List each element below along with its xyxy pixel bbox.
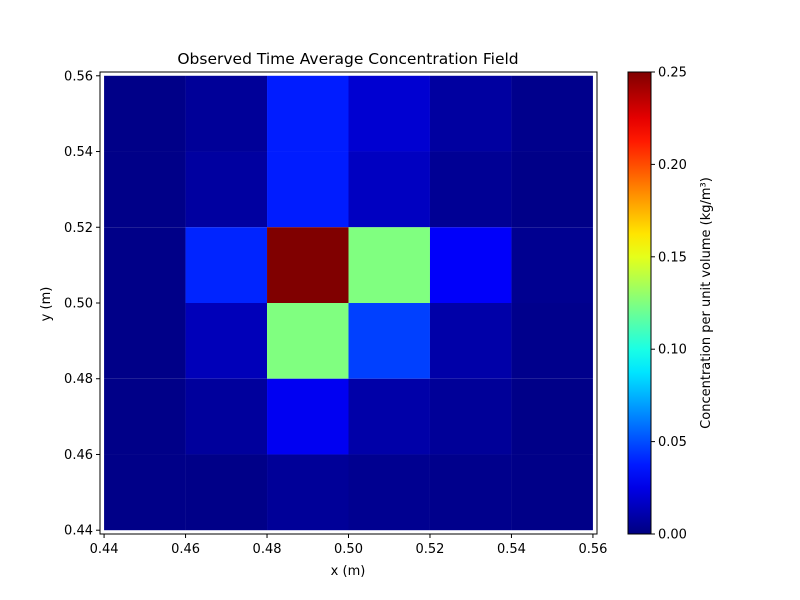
heatmap-cell [511,454,593,531]
y-tick-label: 0.44 [64,524,93,539]
heatmap-cell [348,378,430,455]
x-tick-label: 0.48 [253,542,282,557]
x-tick-label: 0.50 [334,542,363,557]
heatmap-cell [511,75,593,152]
heatmap-cell [104,75,186,152]
x-tick-label: 0.54 [497,542,526,557]
y-tick-label: 0.54 [64,145,93,160]
x-tick-label: 0.44 [90,542,119,557]
x-axis-label: x (m) [331,564,366,579]
colorbar-tick-label: 0.20 [658,158,687,173]
y-axis: 0.44 0.46 0.48 0.50 0.52 0.54 0.56 [64,69,100,539]
y-tick-label: 0.46 [64,448,93,463]
colorbar-axis: 0.00 0.05 0.10 0.15 0.20 0.25 [651,66,687,543]
heatmap-cell [104,454,186,531]
heatmap-cell [267,151,349,228]
chart-title: Observed Time Average Concentration Fiel… [177,50,518,68]
colorbar [627,71,652,535]
heatmap-cell [267,75,349,152]
heatmap-cell [267,227,349,303]
heatmap-cell [348,227,430,303]
heatmap-cell [267,454,349,531]
y-tick-label: 0.52 [64,221,93,236]
heatmap-cell [185,378,268,455]
heatmap-cell [267,303,349,379]
heatmap-cell [104,151,186,228]
heatmap-cell [429,75,512,152]
colorbar-tick-label: 0.25 [658,66,687,81]
heatmap-cell [429,303,512,379]
y-tick-label: 0.48 [64,372,93,387]
heatmap-cell [267,378,349,455]
colorbar-tick-label: 0.00 [658,528,687,543]
heatmap-cell [429,454,512,531]
heatmap-cell [429,227,512,303]
heatmap-cell [429,378,512,455]
y-axis-label: y (m) [39,287,54,322]
colorbar-label: Concentration per unit volume (kg/m³) [699,177,714,429]
heatmap-cell [185,151,268,228]
y-tick-label: 0.56 [64,69,93,84]
colorbar-tick-label: 0.05 [658,435,687,450]
x-axis: 0.44 0.46 0.48 0.50 0.52 0.54 0.56 [90,534,607,557]
heatmap-cells [104,75,593,531]
colorbar-tick-label: 0.15 [658,250,687,265]
heatmap-cell [429,151,512,228]
heatmap-cell [185,303,268,379]
heatmap-cell [511,378,593,455]
heatmap-cell [185,227,268,303]
heatmap-cell [348,151,430,228]
heatmap-cell [511,227,593,303]
colorbar-tick-label: 0.10 [658,343,687,358]
x-tick-label: 0.46 [171,542,200,557]
heatmap-cell [104,378,186,455]
heatmap-cell [511,303,593,379]
heatmap-cell [104,303,186,379]
x-tick-label: 0.56 [578,542,607,557]
heatmap-cell [104,227,186,303]
heatmap-cell [348,303,430,379]
heatmap-cell [185,454,268,531]
x-tick-label: 0.52 [415,542,444,557]
heatmap-cell [185,75,268,152]
heatmap-cell [348,454,430,531]
heatmap-cell [511,151,593,228]
y-tick-label: 0.50 [64,297,93,312]
heatmap-cell [348,75,430,152]
